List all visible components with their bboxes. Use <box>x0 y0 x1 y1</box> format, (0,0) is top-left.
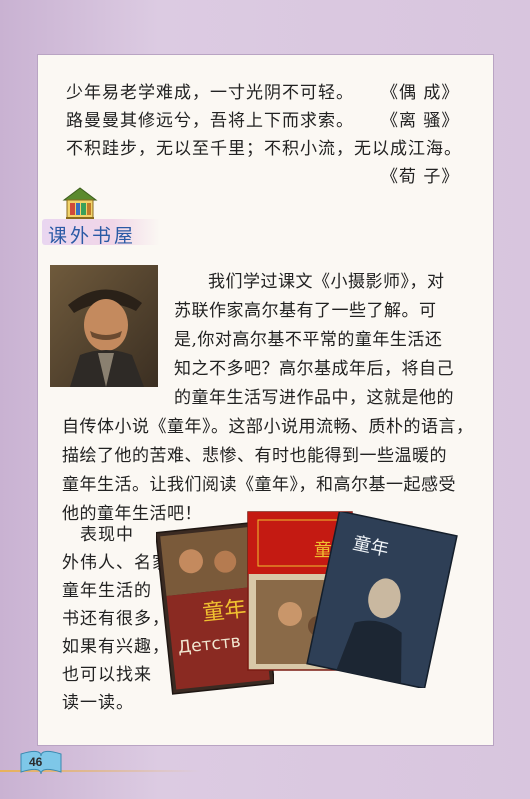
note-line: 外伟人、名家 <box>62 553 170 573</box>
quote-line-2: 路曼曼其修远兮，吾将上下而求索。 《离 骚》 <box>66 106 458 131</box>
article-line: 的童年生活写进作品中，这就是他的 <box>174 388 454 408</box>
quote-text: 少年易老学难成，一寸光阴不可轻。 <box>66 83 354 103</box>
article-line: 知之不多吧？高尔基成年后，将自己 <box>174 359 454 379</box>
note-line: 也可以找来 <box>62 665 152 685</box>
note-line: 表现中 <box>80 525 134 545</box>
quote-source: 《荀 子》 <box>381 167 460 187</box>
article-line: 是,你对高尔基不平常的童年生活还 <box>174 330 443 350</box>
quote-text: 不积跬步，无以至千里；不积小流，无以成江海。 <box>66 139 462 159</box>
note-line: 书还有很多， <box>62 609 170 629</box>
note-line: 童年生活的 <box>62 581 152 601</box>
book-cover-1: 童年 Детств <box>156 521 274 695</box>
page-number: 46 <box>29 755 43 769</box>
quote-line-1: 少年易老学难成，一寸光阴不可轻。 《偶 成》 <box>66 78 458 103</box>
article-line: 他的童年生活吧！ <box>62 504 202 524</box>
footer-line <box>0 770 200 772</box>
article-line: 苏联作家高尔基有了一些了解。可 <box>174 301 437 321</box>
article-line: 童年生活。让我们阅读《童年》，和高尔基一起感受 <box>62 475 456 495</box>
open-book-icon <box>20 750 62 775</box>
article-line: 自传体小说《童年》。这部小说用流畅、质朴的语言， <box>62 417 474 437</box>
article-line: 描绘了他的苦难、悲惨、有时也能得到一些温暖的 <box>62 446 447 466</box>
section-header-band <box>42 219 160 245</box>
note-line: 如果有兴趣， <box>62 637 170 657</box>
bookhouse-icon <box>62 187 98 220</box>
article-line: 我们学过课文《小摄影师》，对 <box>208 272 445 292</box>
book-cover-3: 童年 <box>306 512 458 688</box>
book-title: 童年 <box>201 597 247 626</box>
section-title: 课外书屋 <box>48 225 137 247</box>
quote-text: 路曼曼其修远兮，吾将上下而求索。 <box>66 111 354 131</box>
quote-source: 《偶 成》 <box>381 83 460 103</box>
quote-source: 《离 骚》 <box>381 111 460 131</box>
gorky-portrait <box>50 265 158 387</box>
note-line: 读一读。 <box>62 693 134 713</box>
quote-line-3: 不积跬步，无以至千里；不积小流，无以成江海。 <box>66 134 462 159</box>
quote-line-4: 《荀 子》 <box>381 162 459 187</box>
